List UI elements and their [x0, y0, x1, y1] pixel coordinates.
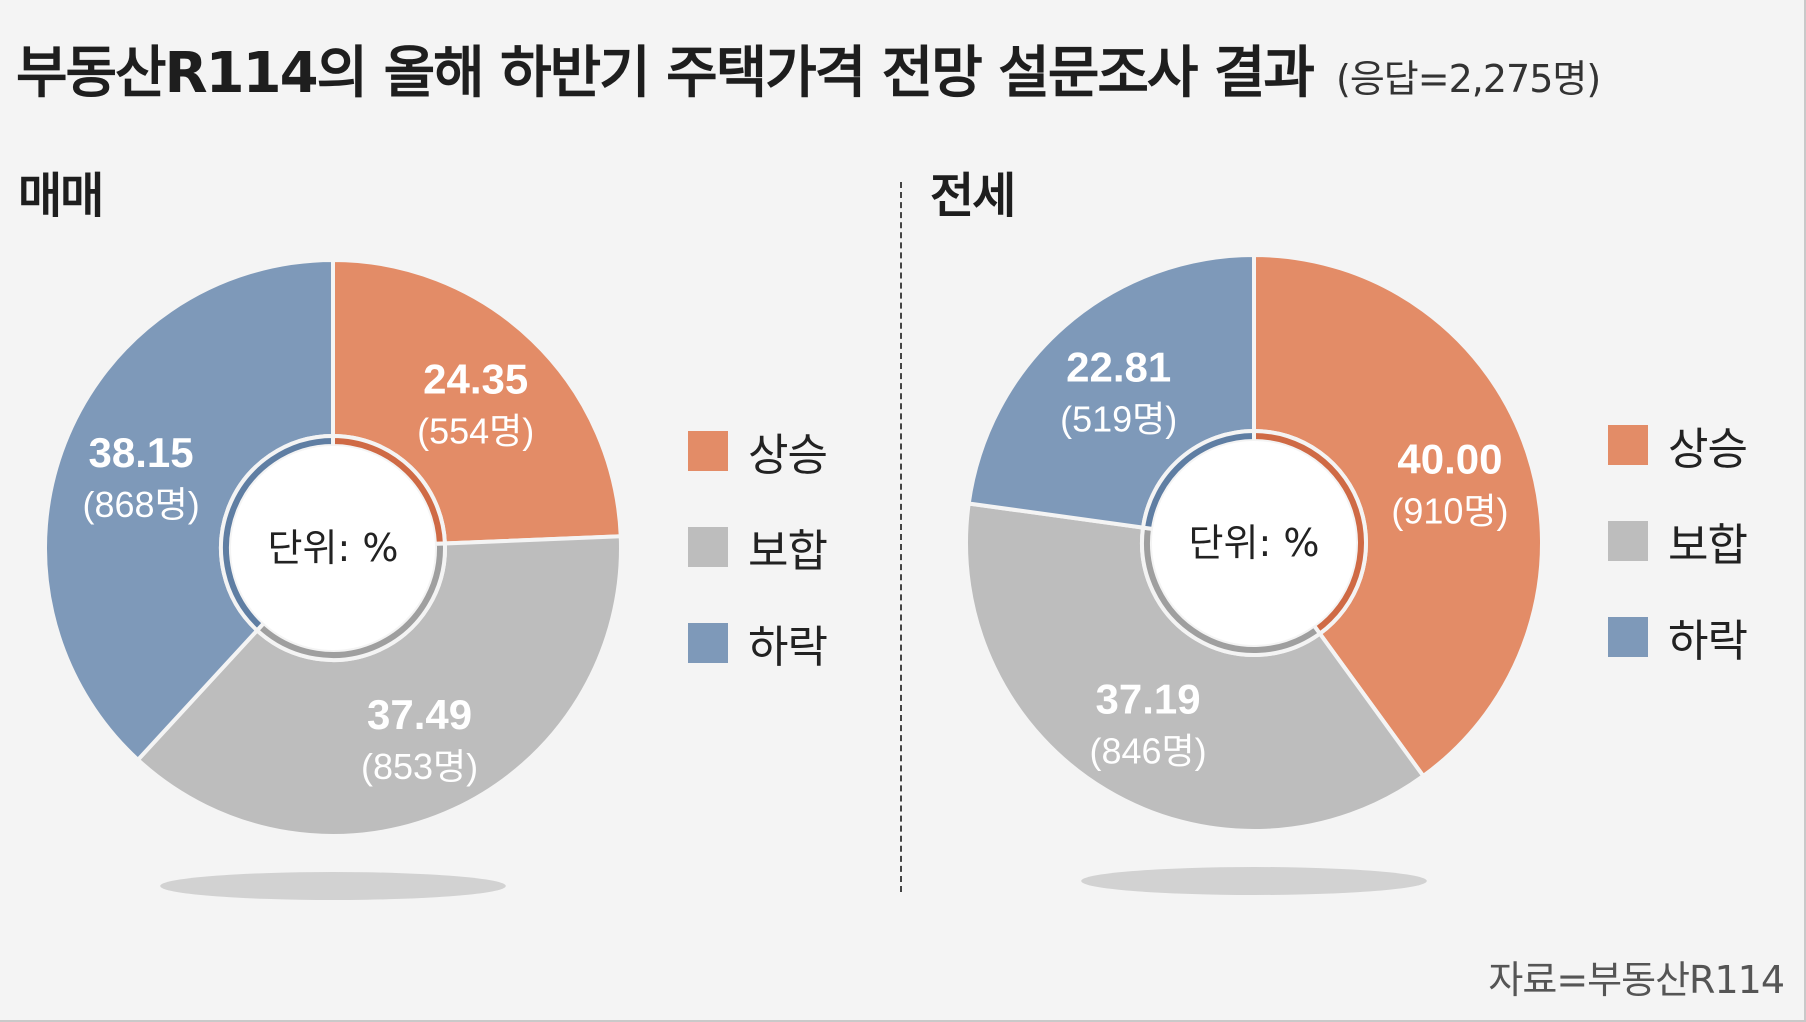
header: 부동산R114의 올해 하반기 주택가격 전망 설문조사 결과 (응답=2,27…: [16, 28, 1601, 109]
value-label-fall: 22.81: [1066, 344, 1171, 391]
unit-label: 단위: %: [1189, 521, 1320, 565]
count-label-fall: (868명): [83, 484, 200, 525]
legend-label-fall: 하락: [748, 622, 828, 673]
legend-label-rise: 상승: [748, 430, 828, 481]
legend-item-fall: 하락: [688, 616, 828, 673]
donut-chart-sale: 단위: % 24.35 (554명) 37.49 (853명) 38.15 (868명): [43, 257, 623, 900]
source-note: 자료=부동산R114: [1488, 958, 1785, 1002]
count-label-rise: (910명): [1391, 490, 1508, 531]
value-label-hold: 37.49: [367, 691, 472, 738]
legend-label-hold: 보합: [1668, 520, 1748, 571]
legend-swatch-rise: [1608, 425, 1648, 465]
unit-label: 단위: %: [268, 526, 399, 570]
value-label-fall: 38.15: [89, 429, 194, 476]
count-label-hold: (853명): [361, 746, 478, 787]
section-title-sale: 매매: [18, 168, 104, 224]
value-label-rise: 40.00: [1397, 435, 1502, 482]
section-divider: [900, 182, 902, 892]
count-label-fall: (519명): [1060, 399, 1177, 440]
chart-shadow: [160, 872, 506, 900]
donut-center: [1152, 441, 1356, 645]
legend-sale: 상승 보합 하락: [688, 424, 828, 712]
legend-item-rise: 상승: [688, 424, 828, 481]
legend-label-hold: 보합: [748, 526, 828, 577]
donut-center: [231, 446, 435, 650]
legend-swatch-hold: [688, 527, 728, 567]
section-title-jeonse: 전세: [930, 168, 1016, 224]
count-label-hold: (846명): [1089, 731, 1206, 772]
legend-item-fall: 하락: [1608, 610, 1748, 667]
legend-swatch-rise: [688, 431, 728, 471]
count-label-rise: (554명): [417, 410, 534, 451]
value-label-hold: 37.19: [1096, 676, 1201, 723]
page-title: 부동산R114의 올해 하반기 주택가격 전망 설문조사 결과: [16, 41, 1315, 106]
legend-label-fall: 하락: [1668, 616, 1748, 667]
legend-label-rise: 상승: [1668, 424, 1748, 475]
legend-swatch-fall: [1608, 617, 1648, 657]
value-label-rise: 24.35: [423, 355, 528, 402]
legend-swatch-hold: [1608, 521, 1648, 561]
legend-item-hold: 보합: [1608, 514, 1748, 571]
legend-swatch-fall: [688, 623, 728, 663]
legend-jeonse: 상승 보합 하락: [1608, 418, 1748, 706]
legend-item-rise: 상승: [1608, 418, 1748, 475]
page-subtitle: (응답=2,275명): [1336, 57, 1601, 101]
legend-item-hold: 보합: [688, 520, 828, 577]
chart-shadow: [1081, 867, 1427, 895]
